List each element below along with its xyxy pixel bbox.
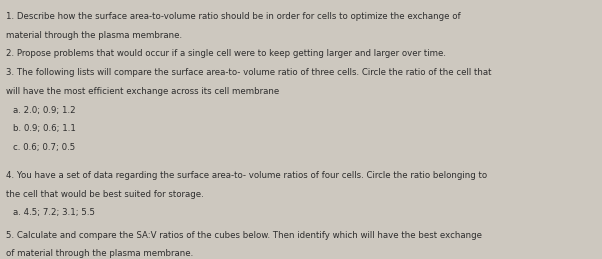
Text: will have the most efficient exchange across its cell membrane: will have the most efficient exchange ac… xyxy=(6,87,279,96)
Text: material through the plasma membrane.: material through the plasma membrane. xyxy=(6,31,182,40)
Text: a. 2.0; 0.9; 1.2: a. 2.0; 0.9; 1.2 xyxy=(13,106,76,115)
Text: of material through the plasma membrane.: of material through the plasma membrane. xyxy=(6,249,193,258)
Text: the cell that would be best suited for storage.: the cell that would be best suited for s… xyxy=(6,190,203,199)
Text: 3. The following lists will compare the surface area-to- volume ratio of three c: 3. The following lists will compare the … xyxy=(6,68,491,77)
Text: 5. Calculate and compare the SA:V ratios of the cubes below. Then identify which: 5. Calculate and compare the SA:V ratios… xyxy=(6,231,482,240)
Text: a. 4.5; 7.2; 3.1; 5.5: a. 4.5; 7.2; 3.1; 5.5 xyxy=(13,208,95,218)
Text: 1. Describe how the surface area-to-volume ratio should be in order for cells to: 1. Describe how the surface area-to-volu… xyxy=(6,12,461,21)
Text: 2. Propose problems that would occur if a single cell were to keep getting large: 2. Propose problems that would occur if … xyxy=(6,49,446,58)
Text: 4. You have a set of data regarding the surface area-to- volume ratios of four c: 4. You have a set of data regarding the … xyxy=(6,171,487,180)
Text: b. 0.9; 0.6; 1.1: b. 0.9; 0.6; 1.1 xyxy=(13,124,76,133)
Text: c. 0.6; 0.7; 0.5: c. 0.6; 0.7; 0.5 xyxy=(13,143,75,152)
